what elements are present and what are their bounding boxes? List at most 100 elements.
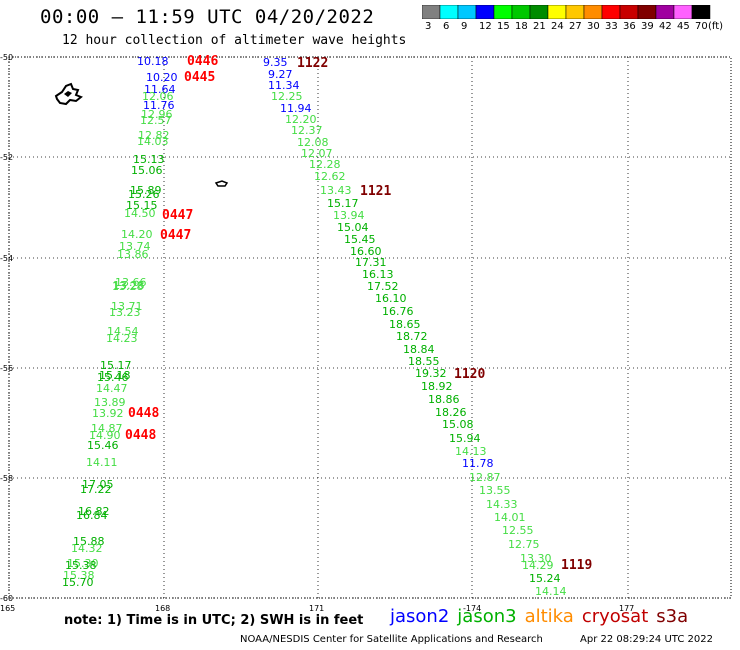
swh-east-value: 12.25 <box>271 90 303 103</box>
cryosat-time-label: 1120 <box>454 367 485 382</box>
swh-east-value: 15.17 <box>327 197 359 210</box>
swh-east-value: 15.04 <box>337 221 369 234</box>
swh-east-value: 18.84 <box>403 343 435 356</box>
swh-west-value: 14.23 <box>106 332 138 345</box>
scale-label-42: 42 <box>659 21 672 32</box>
swh-west-value: 13.74 <box>119 240 151 253</box>
swh-west-value: 14.50 <box>124 207 156 220</box>
scale-label-6: 6 <box>443 21 450 32</box>
swh-west-value: 11.76 <box>143 99 175 112</box>
swh-east-value: 17.31 <box>355 256 387 269</box>
swh-west-value: 15.06 <box>131 164 163 177</box>
scale-label-12: 12 <box>479 21 492 32</box>
lat-label: -60 <box>0 594 13 603</box>
scale-label-24: 24 <box>551 21 564 32</box>
s3a-time-label: 0445 <box>184 70 215 85</box>
swh-east-value: 16.60 <box>350 245 382 258</box>
swh-west-value: 14.03 <box>137 135 169 148</box>
swh-west-value: 13.66 <box>115 276 147 289</box>
swh-east-value: 18.55 <box>408 355 440 368</box>
swh-east-value: 19.32 <box>415 367 447 380</box>
swh-west-value: 12.06 <box>142 90 174 103</box>
swh-west-value: 17.05 <box>82 478 114 491</box>
swh-east-value: 14.01 <box>494 511 526 524</box>
scale-unit: (ft) <box>708 21 724 32</box>
swh-west-value: 15.88 <box>73 535 105 548</box>
swh-west-value: 15.18 <box>99 369 131 382</box>
swh-west-value: 13.71 <box>111 300 143 313</box>
swh-east-value: 11.34 <box>268 79 300 92</box>
s3a-time-label: 0446 <box>187 54 218 69</box>
auckland-islands-inner <box>64 91 72 97</box>
lon-label: 165 <box>0 604 15 613</box>
swh-east-value: 12.55 <box>502 524 534 537</box>
satellite-legend: jason2 jason3 altika cryosat s3a <box>390 606 696 627</box>
swh-east-value: 18.72 <box>396 330 428 343</box>
swh-east-value: 14.29 <box>522 559 554 572</box>
swh-east-value: 18.26 <box>435 406 467 419</box>
swh-west-value: 15.89 <box>130 184 162 197</box>
swh-west-value: 15.38 <box>63 569 95 582</box>
swh-east-value: 9.27 <box>268 68 293 81</box>
swh-west-value: 15.15 <box>126 199 158 212</box>
color-scale-bar <box>422 5 711 19</box>
lon-label: -174 <box>463 604 481 613</box>
chart-subtitle: 12 hour collection of altimeter wave hei… <box>62 33 407 48</box>
swh-west-value: 11.64 <box>144 83 176 96</box>
swh-east-value: 18.92 <box>421 380 453 393</box>
satellite-cryosat: cryosat <box>581 606 649 627</box>
swh-west-value: 17.22 <box>80 483 112 496</box>
map-grid <box>8 56 732 599</box>
swh-east-value: 16.13 <box>362 268 394 281</box>
swh-west-value: 15.70 <box>62 576 94 589</box>
swh-east-value: 13.43 <box>320 184 352 197</box>
swh-west-value: 10.18 <box>137 55 169 68</box>
swh-west-value: 14.32 <box>71 542 103 555</box>
swh-east-value: 16.10 <box>375 292 407 305</box>
swh-east-value: 9.35 <box>263 56 288 69</box>
scale-label-33: 33 <box>605 21 618 32</box>
swh-west-value: 12.96 <box>141 108 173 121</box>
scale-label-3: 3 <box>425 21 432 32</box>
swh-west-value: 13.28 <box>113 279 145 292</box>
cryosat-time-label: 1122 <box>297 56 328 71</box>
scale-label-39: 39 <box>641 21 654 32</box>
cryosat-time-label: 1121 <box>360 184 391 199</box>
s3a-time-label: 0448 <box>128 406 159 421</box>
swh-west-value: 12.82 <box>138 129 170 142</box>
swh-east-value: 12.75 <box>508 538 540 551</box>
s3a-time-label: 0447 <box>162 208 193 223</box>
swh-west-value: 12.57 <box>140 114 172 127</box>
swh-east-value: 12.87 <box>469 471 501 484</box>
generated-timestamp: Apr 22 08:29:24 UTC 2022 <box>580 634 713 645</box>
chart-title: 00:00 – 11:59 UTC 04/20/2022 <box>40 6 375 28</box>
lon-label: 171 <box>309 604 324 613</box>
cryosat-time-label: 1119 <box>561 558 592 573</box>
s3a-time-label: 0448 <box>125 428 156 443</box>
swh-east-value: 13.55 <box>479 484 511 497</box>
swh-west-value: 13.23 <box>109 306 141 319</box>
footer-note: note: 1) Time is in UTC; 2) SWH is in fe… <box>64 613 364 628</box>
lat-label: -56 <box>0 364 13 373</box>
swh-east-value: 11.94 <box>280 102 312 115</box>
swh-east-value: 13.30 <box>520 552 552 565</box>
swh-east-value: 15.94 <box>449 432 481 445</box>
swh-west-value: 13.92 <box>92 407 124 420</box>
swh-east-value: 15.45 <box>344 233 376 246</box>
swh-east-value: 13.94 <box>333 209 365 222</box>
swh-west-value: 15.46 <box>97 371 129 384</box>
scale-label-21: 21 <box>533 21 546 32</box>
s3a-time-label: 0447 <box>160 228 191 243</box>
campbell-island <box>214 180 229 187</box>
scale-label-9: 9 <box>461 21 468 32</box>
swh-west-value: 15.17 <box>100 359 132 372</box>
lon-label: 168 <box>155 604 170 613</box>
swh-east-value: 16.76 <box>382 305 414 318</box>
coastline-islands <box>54 82 229 187</box>
swh-west-value: 16.82 <box>78 505 110 518</box>
scale-label-27: 27 <box>569 21 582 32</box>
swh-west-value: 14.47 <box>96 382 128 395</box>
